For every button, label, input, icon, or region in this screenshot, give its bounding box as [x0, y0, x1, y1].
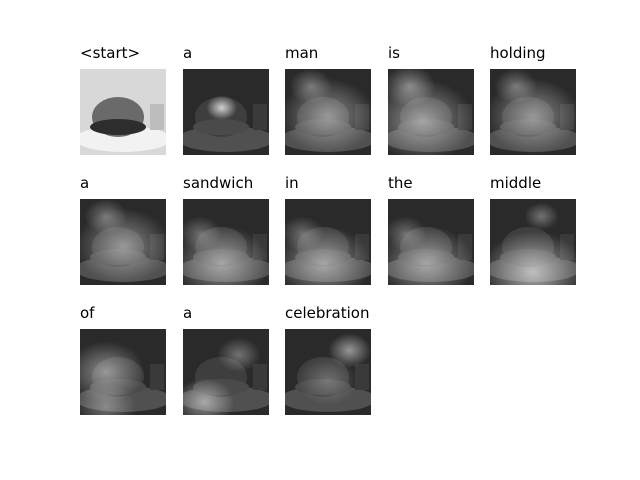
attention-image	[80, 329, 166, 415]
frame-word: is	[388, 44, 400, 62]
attention-image	[388, 69, 474, 155]
attention-image	[80, 69, 166, 155]
attention-image	[285, 69, 371, 155]
attention-image	[388, 199, 474, 285]
frame-word: the	[388, 174, 413, 192]
frame-word: a	[80, 174, 90, 192]
frame-word: a	[183, 304, 193, 322]
frame-word: a	[183, 44, 193, 62]
attention-image	[490, 199, 576, 285]
frame-word: celebration	[285, 304, 370, 322]
attention-image	[183, 69, 269, 155]
frame-word: man	[285, 44, 319, 62]
attention-image	[285, 329, 371, 415]
attention-image	[490, 69, 576, 155]
frame-word: of	[80, 304, 95, 322]
attention-image	[183, 199, 269, 285]
frame-word: holding	[490, 44, 546, 62]
frame-word: middle	[490, 174, 542, 192]
attention-image	[183, 329, 269, 415]
frame-word: in	[285, 174, 299, 192]
frame-word: <start>	[80, 44, 141, 62]
attention-image	[285, 199, 371, 285]
frame-word: sandwich	[183, 174, 254, 192]
attention-image	[80, 199, 166, 285]
